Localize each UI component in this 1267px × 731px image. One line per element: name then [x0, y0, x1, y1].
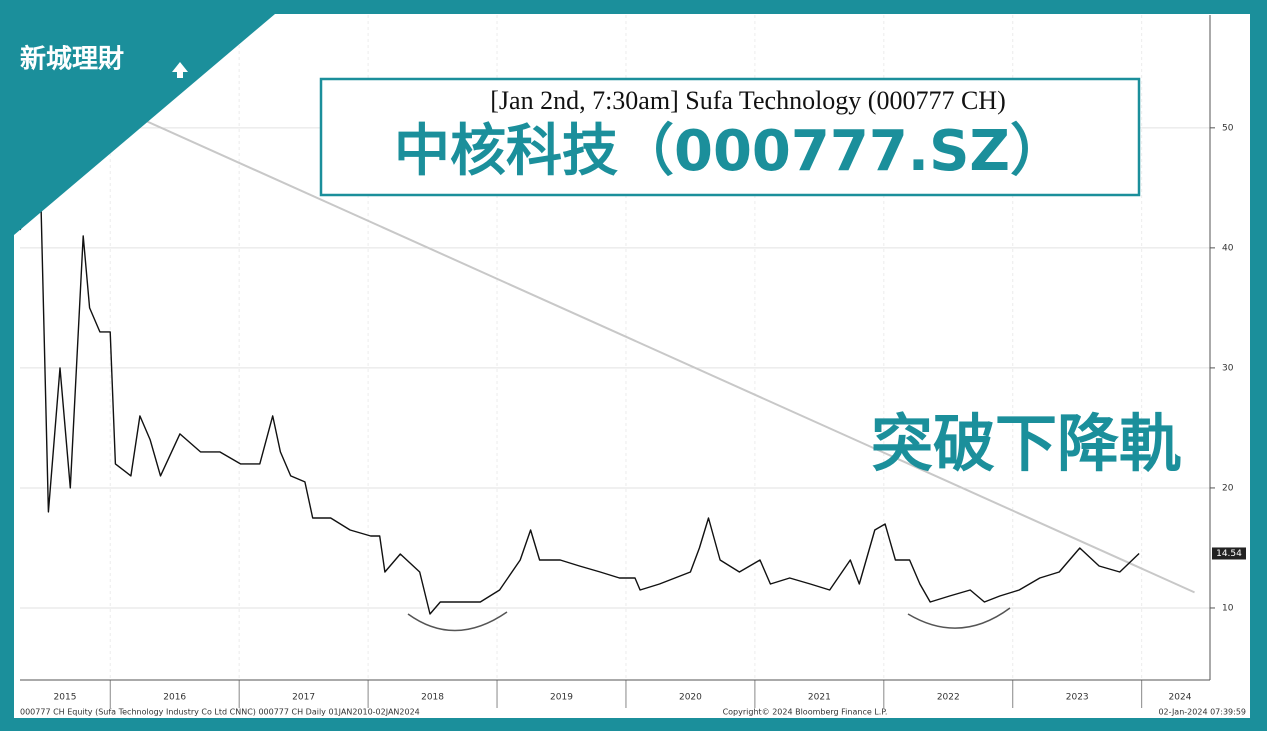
- x-tick-label: 2019: [550, 693, 573, 703]
- trendline: [139, 117, 1195, 594]
- footer-left: 000777 CH Equity (Sufa Technology Indust…: [20, 708, 420, 717]
- chart-title: [Jan 2nd, 7:30am] Sufa Technology (00077…: [490, 86, 1005, 115]
- y-tick-label: 10: [1222, 603, 1234, 613]
- y-tick-label: 40: [1222, 243, 1234, 253]
- last-price-label: 14.54: [1216, 549, 1242, 559]
- x-tick-label: 2016: [163, 693, 186, 703]
- footer-center: Copyright© 2024 Bloomberg Finance L.P.: [723, 708, 888, 717]
- brand-icon: [172, 62, 188, 78]
- y-tick-label: 30: [1222, 363, 1234, 373]
- x-tick-label: 2020: [679, 693, 702, 703]
- x-tick-label: 2023: [1066, 693, 1089, 703]
- price-line: [19, 187, 1140, 615]
- cup-arc: [907, 607, 1011, 629]
- footer-right: 02-Jan-2024 07:39:59: [1158, 708, 1246, 717]
- x-tick-label: 2022: [937, 693, 960, 703]
- corner-banner: [0, 0, 275, 235]
- x-tick-label: 2024: [1169, 693, 1192, 703]
- last-price-box: [1212, 547, 1246, 560]
- x-tick-label: 2018: [421, 693, 444, 703]
- x-tick-label: 2021: [808, 693, 831, 703]
- title-box: [319, 77, 1141, 197]
- chart-subtitle: 中核科技（000777.SZ）: [394, 119, 1066, 184]
- x-tick-label: 2015: [54, 693, 77, 703]
- y-tick-label: 20: [1222, 483, 1234, 493]
- y-tick-label: 50: [1222, 123, 1234, 133]
- annotation: 突破下降軌: [871, 407, 1181, 480]
- cup-arc: [407, 611, 508, 632]
- brand: 新城理財: [20, 44, 124, 75]
- x-tick-label: 2017: [292, 693, 315, 703]
